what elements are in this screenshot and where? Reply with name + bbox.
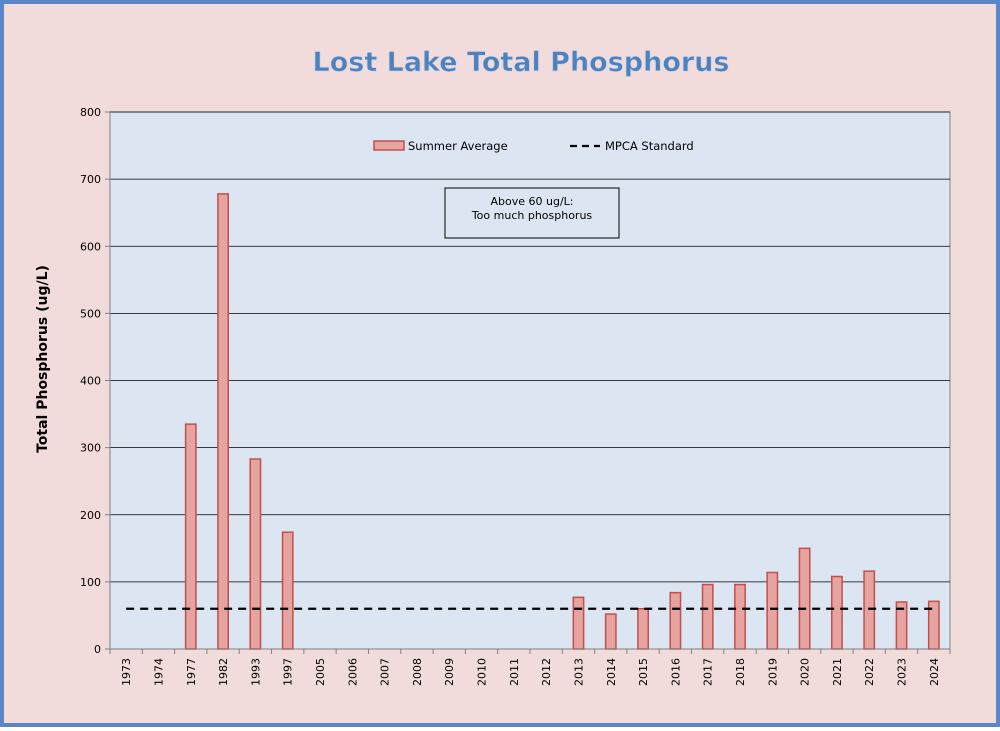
y-tick-label-400: 400 <box>80 375 101 388</box>
x-tick-label-2020: 2020 <box>799 658 812 686</box>
x-tick-label-2006: 2006 <box>346 658 359 686</box>
bar-2016 <box>669 591 682 650</box>
x-tick-label-1977: 1977 <box>185 658 198 686</box>
y-axis-label: Total Phosphorus (ug/L) <box>35 265 51 453</box>
x-tick-label-2015: 2015 <box>637 658 650 686</box>
bar-1982 <box>217 193 229 650</box>
x-tick-label-2010: 2010 <box>476 658 489 686</box>
x-tick-label-2023: 2023 <box>896 658 909 686</box>
x-tick-labels: 1973 1974 1977 1982 1993 1997 2005 2006 2007 2008… <box>120 658 941 686</box>
x-tick-label-1973: 1973 <box>120 658 133 686</box>
chart-title: Lost Lake Total Phosphorus <box>313 47 730 78</box>
bar-2022 <box>863 570 876 650</box>
bar-2018 <box>734 583 746 650</box>
bar-2014 <box>604 613 617 650</box>
x-tick-label-2014: 2014 <box>605 658 618 686</box>
x-tick-label-1982: 1982 <box>217 658 230 686</box>
legend-label-mpca-standard: MPCA Standard <box>605 139 694 153</box>
x-tick-label-2011: 2011 <box>508 658 521 686</box>
x-tick-label-2024: 2024 <box>928 658 941 686</box>
bar-2020 <box>798 547 811 650</box>
bar-2019 <box>766 571 779 650</box>
bar-2017 <box>701 583 714 650</box>
x-tick-label-1997: 1997 <box>282 658 295 686</box>
bar-1977 <box>184 423 197 650</box>
y-tick-label-600: 600 <box>80 240 101 253</box>
x-tick-label-2019: 2019 <box>766 658 779 686</box>
y-tick-label-700: 700 <box>80 173 101 186</box>
y-tick-label-500: 500 <box>80 307 101 320</box>
x-tick-label-2012: 2012 <box>540 658 553 686</box>
y-tick-label-100: 100 <box>80 576 101 589</box>
y-tick-labels: 0 100 200 300 400 500 600 700 800 <box>80 106 101 656</box>
x-tick-label-2005: 2005 <box>314 658 327 686</box>
bar-1997 <box>281 531 294 650</box>
y-tick-label-300: 300 <box>80 442 101 455</box>
y-tick-label-0: 0 <box>94 643 101 656</box>
legend-swatch-summer-average <box>373 140 405 151</box>
annotation-box: Above 60 ug/L: Too much phosphorus <box>444 187 620 239</box>
bar-2015 <box>637 607 649 650</box>
annotation-border <box>444 187 620 239</box>
x-tick-label-2021: 2021 <box>831 658 844 686</box>
x-tick-label-2008: 2008 <box>411 658 424 686</box>
annotation-line-1: Above 60 ug/L: <box>491 195 574 208</box>
bar-1993 <box>249 458 262 650</box>
x-tick-label-2017: 2017 <box>702 658 715 686</box>
x-tick-label-2016: 2016 <box>669 658 682 686</box>
x-tick-label-2007: 2007 <box>379 658 392 686</box>
x-tick-label-1974: 1974 <box>152 658 165 686</box>
y-tick-label-200: 200 <box>80 509 101 522</box>
x-tick-label-2018: 2018 <box>734 658 747 686</box>
y-tick-label-800: 800 <box>80 106 101 119</box>
axes <box>105 111 951 654</box>
x-tick-label-1993: 1993 <box>249 658 262 686</box>
annotation-line-2: Too much phosphorus <box>471 209 593 222</box>
legend: Summer Average MPCA Standard <box>373 139 694 153</box>
chart-svg: Lost Lake Total Phosphorus 0 100 200 300 400… <box>35 47 951 686</box>
bar-2013 <box>572 596 585 650</box>
x-tick-label-2022: 2022 <box>863 658 876 686</box>
x-tick-label-2009: 2009 <box>443 658 456 686</box>
legend-label-summer-average: Summer Average <box>408 139 508 153</box>
x-tick-label-2013: 2013 <box>572 658 585 686</box>
bar-2021 <box>831 575 843 650</box>
